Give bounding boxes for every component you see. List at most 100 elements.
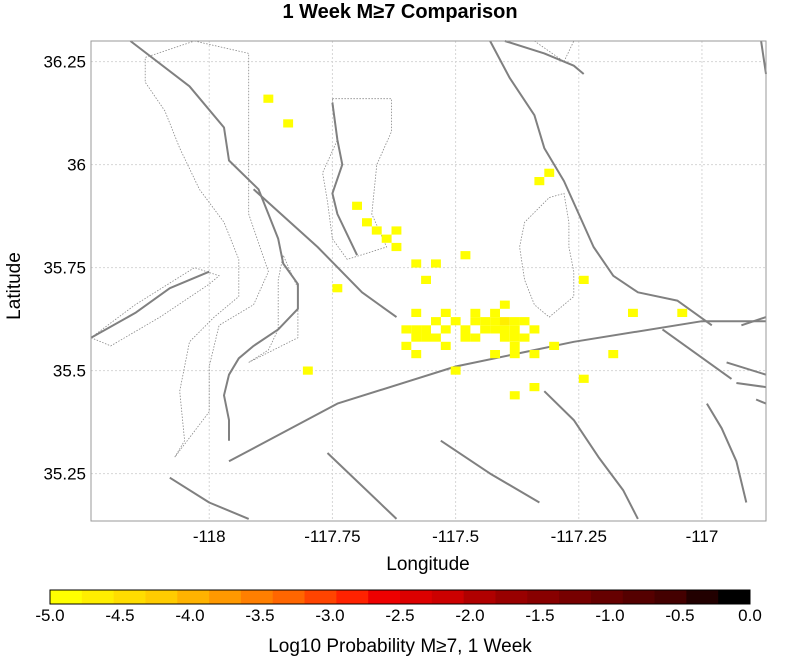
fault-trace (129, 40, 299, 441)
fault-trace (726, 361, 767, 376)
colorbar-tick-label: -2.5 (385, 606, 414, 625)
probability-cell (490, 325, 500, 334)
probability-cell (534, 177, 545, 186)
colorbar-tick-label: -0.5 (665, 606, 694, 625)
colorbar-swatch (50, 590, 83, 604)
fault-trace (736, 382, 767, 389)
colorbar-tick-label: 0.0 (738, 606, 762, 625)
colorbar-swatch (590, 590, 624, 604)
fault-trace (504, 40, 585, 75)
probability-cell (440, 308, 451, 317)
plot-frame (90, 40, 767, 522)
probability-cell (470, 333, 481, 342)
probability-cell (401, 341, 412, 350)
colorbar-swatch (463, 590, 496, 604)
probability-cell (519, 317, 530, 326)
colorbar-tick-label: -3.5 (245, 606, 274, 625)
y-tick-label: 36 (67, 156, 86, 175)
probability-cell (549, 341, 560, 350)
probability-cell (332, 284, 343, 293)
colorbar-tick-label: -1.5 (525, 606, 554, 625)
colorbar-tick-label: -5.0 (35, 606, 64, 625)
y-tick-label: 35.25 (43, 465, 86, 484)
colorbar-swatch (113, 590, 146, 604)
fault-trace (169, 476, 250, 520)
fault-trace (90, 270, 210, 339)
x-axis-label: Longitude (386, 554, 469, 575)
probability-cell (480, 325, 491, 334)
probability-cell (509, 391, 520, 400)
probability-cell (460, 251, 471, 260)
fault-zone-outline (519, 192, 575, 318)
probability-cell (450, 366, 461, 375)
plot-area (90, 40, 767, 522)
probability-cell (509, 333, 520, 342)
probability-cell (499, 300, 510, 309)
colorbar-swatch (177, 590, 210, 604)
probability-cell (499, 333, 510, 342)
colorbar-swatch (622, 590, 656, 604)
probability-cell (302, 366, 313, 375)
colorbar-ticks: -5.0 -4.5 -4.0 -3.5 -3.0 -2.5 -2.0 -1.5 -1.0 -0.5… (35, 606, 761, 625)
colorbar-swatch (431, 590, 465, 604)
probability-cell (371, 226, 382, 235)
probability-cell (352, 201, 362, 210)
fault-traces (90, 40, 767, 520)
probability-cells (263, 94, 688, 400)
probability-cell (509, 341, 520, 350)
colorbar-swatch (654, 590, 687, 604)
colorbar: -5.0 -4.5 -4.0 -3.5 -3.0 -2.5 -2.0 -1.5 -1.0 -0.5… (35, 589, 762, 657)
fault-trace (331, 102, 359, 256)
colorbar-swatch (368, 590, 401, 604)
probability-cell (677, 308, 688, 317)
x-tick-label: -117 (686, 527, 719, 546)
fault-zone-outline (144, 40, 269, 458)
fault-trace (440, 439, 540, 504)
colorbar-swatch (400, 590, 433, 604)
fault-trace (706, 403, 748, 503)
colorbar-frame (49, 589, 751, 605)
grid-lines (91, 41, 766, 521)
colorbar-tick-label: -4.5 (105, 606, 134, 625)
y-tick-label: 35.75 (43, 259, 86, 278)
colorbar-swatch (336, 590, 369, 604)
probability-cell (450, 317, 461, 326)
probability-cell (411, 259, 422, 268)
fault-zone-outline (90, 267, 220, 347)
x-tick-label: -117.5 (432, 527, 479, 546)
x-axis-ticks: -118 -117.75 -117.5 -117.25 -117 (193, 527, 718, 546)
probability-cell (431, 317, 441, 326)
fault-trace (543, 390, 639, 520)
colorbar-swatch (304, 590, 337, 604)
probability-cell (411, 308, 422, 317)
fault-zone-outlines (90, 40, 575, 458)
probability-cell (283, 119, 294, 128)
fault-zone-outline (248, 253, 299, 363)
x-tick-label: -117.75 (304, 527, 360, 546)
colorbar-swatch (527, 590, 560, 604)
probability-cell (480, 317, 491, 326)
colorbar-swatch (495, 590, 528, 604)
colorbar-swatch (145, 590, 178, 604)
fault-trace (755, 398, 767, 405)
colorbar-tick-label: -2.0 (455, 606, 484, 625)
fault-trace (661, 328, 733, 380)
y-tick-label: 35.5 (53, 362, 86, 381)
probability-cell (470, 317, 481, 326)
probability-cell (470, 308, 481, 317)
colorbar-swatches (50, 590, 751, 604)
probability-cell (440, 325, 451, 334)
probability-cell (440, 341, 451, 350)
probability-cell (460, 325, 471, 334)
y-axis-label: Latitude (4, 252, 25, 320)
probability-cell (421, 275, 431, 284)
colorbar-label: Log10 Probability M≥7, 1 Week (268, 636, 532, 657)
probability-cell (421, 333, 431, 342)
probability-cell (421, 325, 431, 334)
colorbar-swatch (718, 590, 751, 604)
probability-cell (391, 226, 402, 235)
probability-cell (490, 350, 500, 359)
probability-cell (509, 350, 520, 359)
probability-cell (391, 242, 402, 252)
probability-cell (362, 218, 372, 227)
